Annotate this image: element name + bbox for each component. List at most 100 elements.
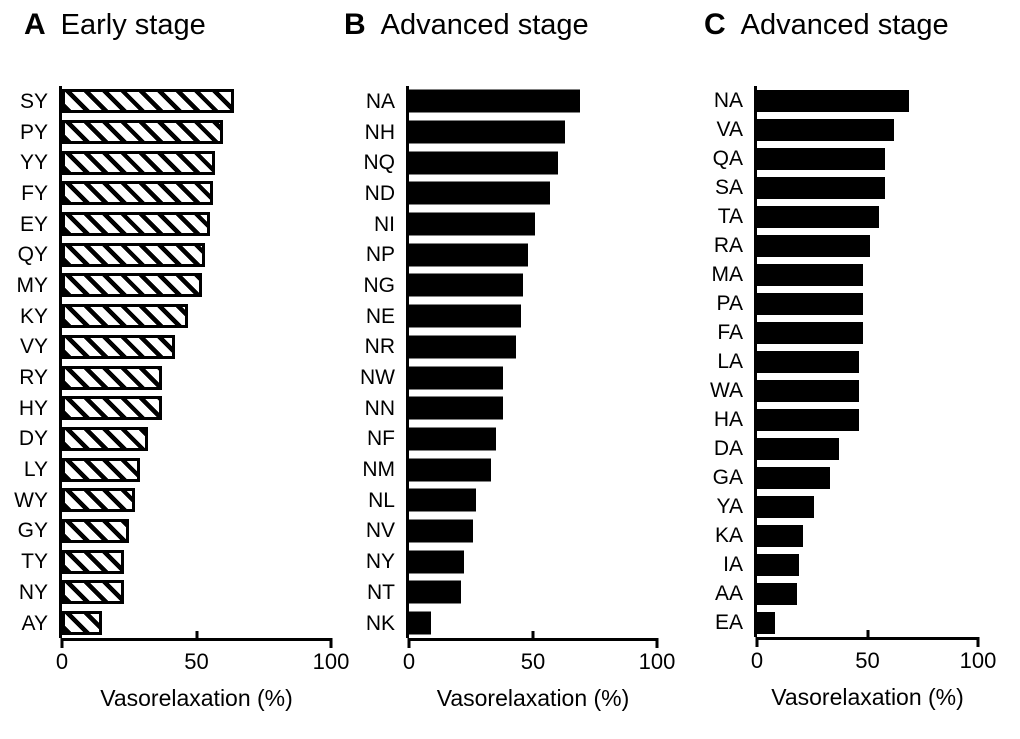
bar-track [59, 116, 331, 148]
bar-row: NH [340, 116, 690, 148]
bar-row: WY [0, 484, 340, 516]
bar [409, 611, 432, 635]
axis-title: Vasorelaxation (%) [436, 685, 630, 712]
bar-row: NE [340, 300, 690, 332]
bar [757, 118, 895, 141]
bar-row: NM [340, 454, 690, 485]
bar-track [754, 260, 978, 289]
bar [757, 466, 830, 489]
category-label: AA [714, 582, 743, 605]
axis-tick-label: 50 [855, 648, 880, 673]
bar [757, 321, 864, 344]
bar-track [406, 423, 657, 455]
category-label: HY [18, 396, 48, 420]
bar-row: HY [0, 392, 340, 424]
bar-track [406, 546, 657, 577]
category-label: PA [716, 292, 743, 315]
bar-row: IA [690, 550, 1020, 579]
category-label: YA [716, 495, 743, 518]
bar [757, 379, 859, 402]
bar-plot: SY PY YY FY EY QY MY KY VY RY HY DY LY WY GY TY NY AY [0, 86, 340, 639]
bar [409, 273, 524, 297]
bar [62, 611, 103, 636]
bar-track [406, 239, 657, 271]
axis-tick [407, 638, 411, 649]
bar-row: FY [0, 178, 340, 209]
bar-track [754, 463, 978, 492]
bar-row: KY [0, 300, 340, 332]
axis-tick [866, 630, 869, 637]
category-label: NP [365, 243, 395, 267]
category-label: GA [712, 466, 743, 489]
bar [757, 89, 910, 112]
bar [757, 437, 839, 460]
axis-title: Vasorelaxation (%) [771, 684, 964, 710]
category-label: MA [711, 263, 744, 286]
bar [757, 408, 859, 431]
bar-row: VA [690, 115, 1020, 144]
bar [757, 176, 886, 199]
axis-spacer [340, 638, 409, 683]
bar [62, 120, 224, 145]
category-label: NR [364, 335, 395, 359]
category-label: NW [360, 366, 395, 390]
bar-track [406, 208, 657, 240]
bar [62, 89, 235, 114]
x-axis: 0 50 100 [56, 631, 349, 683]
bar-row: HA [690, 405, 1020, 434]
axis-tick-label: 0 [750, 648, 764, 673]
bar-row: NI [340, 208, 690, 240]
bar [409, 550, 464, 574]
bar [409, 304, 521, 328]
bar-plot: NA VA QA SA TA RA MA PA FA LA WA HA DA GA YA KA IA AA EA [690, 86, 1020, 637]
bar-row: MA [690, 260, 1020, 289]
bar-track [754, 144, 978, 173]
bar-track [406, 607, 657, 639]
bar-track [754, 492, 978, 521]
bar [409, 212, 536, 236]
category-label: NM [362, 458, 395, 482]
category-label: HA [713, 408, 743, 431]
category-label: NV [365, 519, 395, 543]
bar-track [406, 300, 657, 332]
bar [409, 151, 558, 175]
bar [757, 611, 775, 634]
bar [409, 580, 462, 604]
bar [757, 553, 799, 576]
bar-row: GY [0, 515, 340, 547]
bar [62, 334, 175, 359]
x-axis-row: 0 50 100 [690, 630, 1020, 682]
bar-track [754, 86, 978, 115]
bar-row: QY [0, 239, 340, 271]
axis-tick [329, 638, 333, 649]
category-label: KY [19, 304, 48, 328]
bar [757, 495, 815, 518]
bar-track [59, 484, 331, 516]
axis-spacer [0, 638, 62, 683]
bar [62, 150, 216, 175]
bar [409, 488, 476, 512]
category-label: LA [717, 350, 743, 373]
bar-track [59, 362, 331, 393]
bar [409, 396, 504, 420]
bar-track [754, 115, 978, 144]
bar-track [754, 347, 978, 376]
bar-track [59, 607, 331, 639]
bar-track [59, 577, 331, 608]
bar [757, 524, 804, 547]
category-label: FY [21, 181, 48, 205]
bar [757, 147, 886, 170]
axis-tick-label: 100 [312, 649, 350, 675]
bar [62, 365, 162, 390]
bar [409, 120, 566, 144]
axis-tick [531, 631, 535, 639]
bar-track [59, 454, 331, 485]
x-axis-title-row: Vasorelaxation (%) [340, 685, 690, 712]
x-axis-title-row: Vasorelaxation (%) [690, 684, 1020, 711]
bar-track [406, 178, 657, 209]
category-label: MY [16, 273, 49, 297]
category-label: QA [712, 147, 743, 170]
bar-track [59, 208, 331, 240]
category-label: EA [714, 611, 743, 634]
bar-row: RA [690, 231, 1020, 260]
